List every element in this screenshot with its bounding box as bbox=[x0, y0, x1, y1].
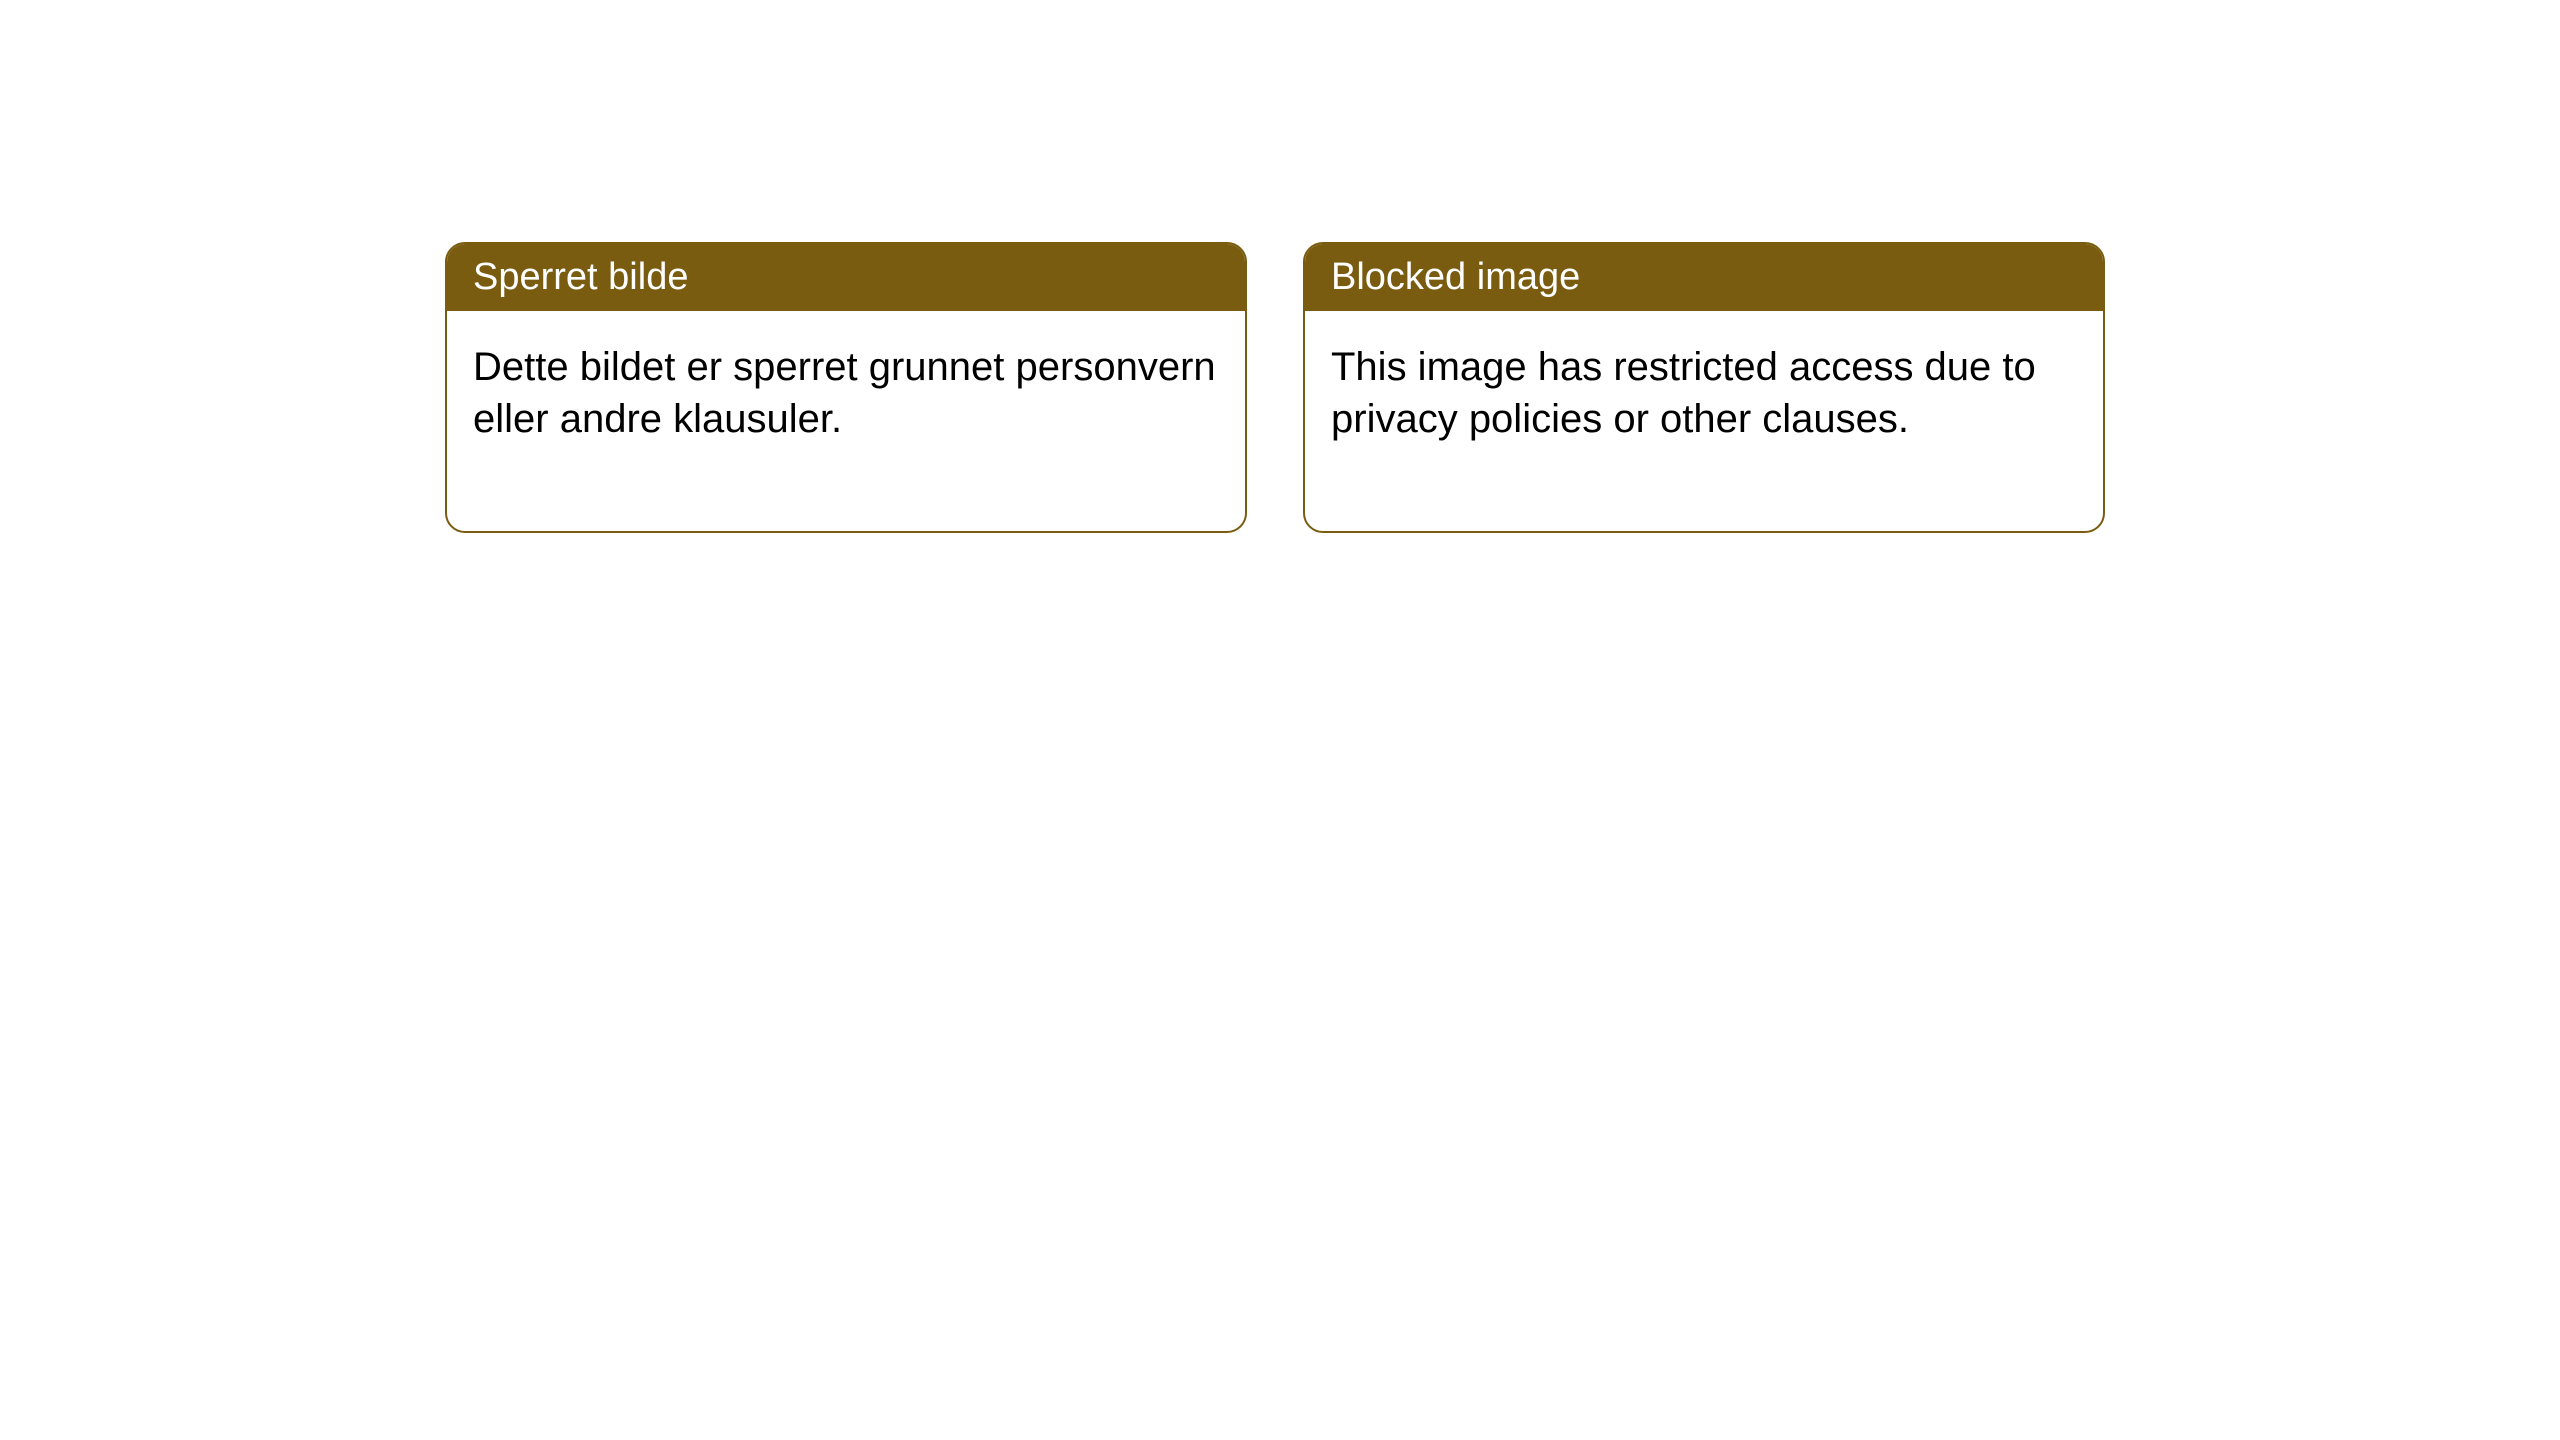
notice-box-norwegian: Sperret bilde Dette bildet er sperret gr… bbox=[445, 242, 1247, 533]
notice-header-english: Blocked image bbox=[1305, 244, 2103, 311]
notice-header-norwegian: Sperret bilde bbox=[447, 244, 1245, 311]
notice-box-english: Blocked image This image has restricted … bbox=[1303, 242, 2105, 533]
notice-body-norwegian: Dette bildet er sperret grunnet personve… bbox=[447, 311, 1245, 531]
notice-body-english: This image has restricted access due to … bbox=[1305, 311, 2103, 531]
notice-container: Sperret bilde Dette bildet er sperret gr… bbox=[445, 242, 2105, 533]
